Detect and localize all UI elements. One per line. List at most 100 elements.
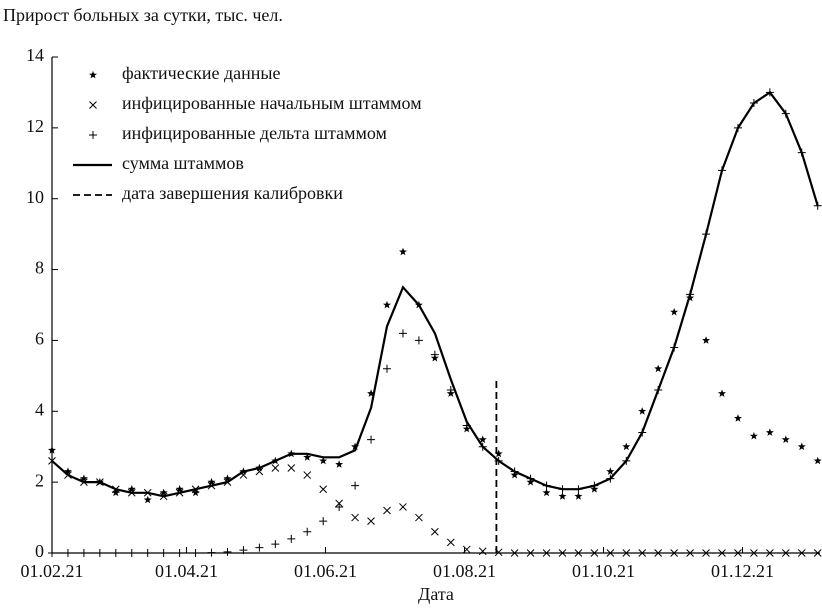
star-marker [335, 460, 344, 468]
plus-marker [383, 364, 392, 373]
x-marker [303, 471, 312, 479]
chart-title: Прирост больных за сутки, тыс. чел. [3, 5, 283, 25]
x-marker [702, 549, 710, 557]
star-marker [542, 488, 551, 497]
star-marker [558, 492, 567, 500]
x-marker [797, 549, 806, 557]
x-marker [734, 549, 742, 557]
x-marker [462, 545, 471, 554]
x-marker [542, 549, 551, 557]
plus-marker [303, 527, 312, 536]
x-marker [319, 485, 328, 494]
y-tick-label: 0 [35, 541, 44, 561]
legend-marker [89, 131, 97, 139]
star-marker [797, 442, 806, 451]
x-marker [686, 549, 694, 557]
plus-marker [319, 517, 328, 526]
sum-line [51, 90, 819, 498]
x-tick-label: 01.08.21 [433, 561, 496, 581]
legend-label: фактические данные [122, 63, 281, 83]
star-marker [48, 446, 56, 454]
plus-marker [191, 549, 200, 557]
plus-marker [367, 435, 376, 444]
legend-label: инфицированные начальным штаммом [122, 93, 422, 113]
plus-marker [398, 329, 407, 338]
plus-marker [335, 502, 344, 511]
plus-marker [430, 350, 439, 359]
x-marker [813, 549, 822, 557]
x-marker [558, 549, 567, 557]
star-marker [351, 442, 360, 451]
star-marker [319, 456, 328, 465]
plus-marker [48, 549, 56, 557]
star-marker [191, 488, 200, 497]
plus-marker [414, 336, 423, 345]
x-tick-label: 01.02.21 [21, 561, 84, 581]
x-marker [431, 527, 439, 536]
star-marker [399, 247, 407, 256]
legend-marker [89, 70, 97, 79]
star-marker [175, 485, 184, 493]
plus-marker [271, 540, 280, 549]
plus-marker [127, 549, 136, 557]
x-tick-label: 01.04.21 [155, 561, 218, 581]
plus-marker [207, 548, 216, 557]
y-tick-label: 10 [26, 187, 44, 207]
y-tick-label: 4 [35, 399, 44, 419]
x-marker [670, 549, 679, 557]
plus-marker [175, 549, 184, 557]
x-marker [590, 549, 599, 557]
star-marker [670, 307, 679, 316]
plus-marker [287, 534, 296, 543]
x-marker [606, 549, 615, 557]
star-marker [718, 389, 726, 397]
star-marker [223, 474, 232, 482]
x-marker [766, 549, 774, 557]
star-marker [303, 453, 312, 461]
star-marker [383, 300, 391, 309]
plus-marker [63, 549, 72, 557]
x-marker [654, 549, 663, 557]
legend-marker [89, 101, 97, 109]
star-marker [734, 414, 742, 422]
star-marker [159, 488, 168, 497]
y-tick-label: 12 [26, 116, 44, 136]
x-tick-label: 01.12.21 [711, 561, 774, 581]
star-marker [207, 477, 216, 486]
star-marker [367, 389, 375, 397]
star-marker [606, 467, 615, 475]
x-marker [638, 549, 647, 557]
x-marker [351, 513, 359, 522]
star-marker [765, 428, 774, 436]
x-marker [367, 517, 375, 525]
star-marker [638, 407, 647, 415]
star-marker [781, 435, 790, 443]
x-marker [781, 549, 790, 557]
legend-label: сумма штаммов [122, 153, 244, 173]
star-marker [143, 495, 152, 504]
plus-marker [255, 543, 264, 552]
x-tick-label: 01.10.21 [572, 561, 635, 581]
plus-marker [95, 549, 104, 557]
star-marker [813, 456, 822, 465]
y-tick-label: 2 [35, 470, 44, 490]
x-axis-label: Дата [418, 584, 454, 604]
star-marker [127, 485, 136, 493]
star-marker [574, 492, 583, 500]
star-marker [622, 442, 631, 451]
plus-marker [143, 549, 152, 557]
legend-label: инфицированные дельта штаммом [122, 123, 387, 143]
x-marker [750, 549, 758, 557]
star-marker [702, 336, 710, 344]
star-marker [478, 435, 487, 443]
x-marker [526, 549, 535, 557]
x-marker [718, 549, 726, 557]
x-marker [271, 464, 280, 472]
star-marker [749, 431, 758, 440]
x-marker [399, 503, 407, 511]
plus-marker [159, 549, 168, 557]
y-tick-label: 14 [26, 45, 44, 65]
plus-marker [351, 481, 360, 490]
legend-label: дата завершения калибровки [122, 183, 343, 203]
